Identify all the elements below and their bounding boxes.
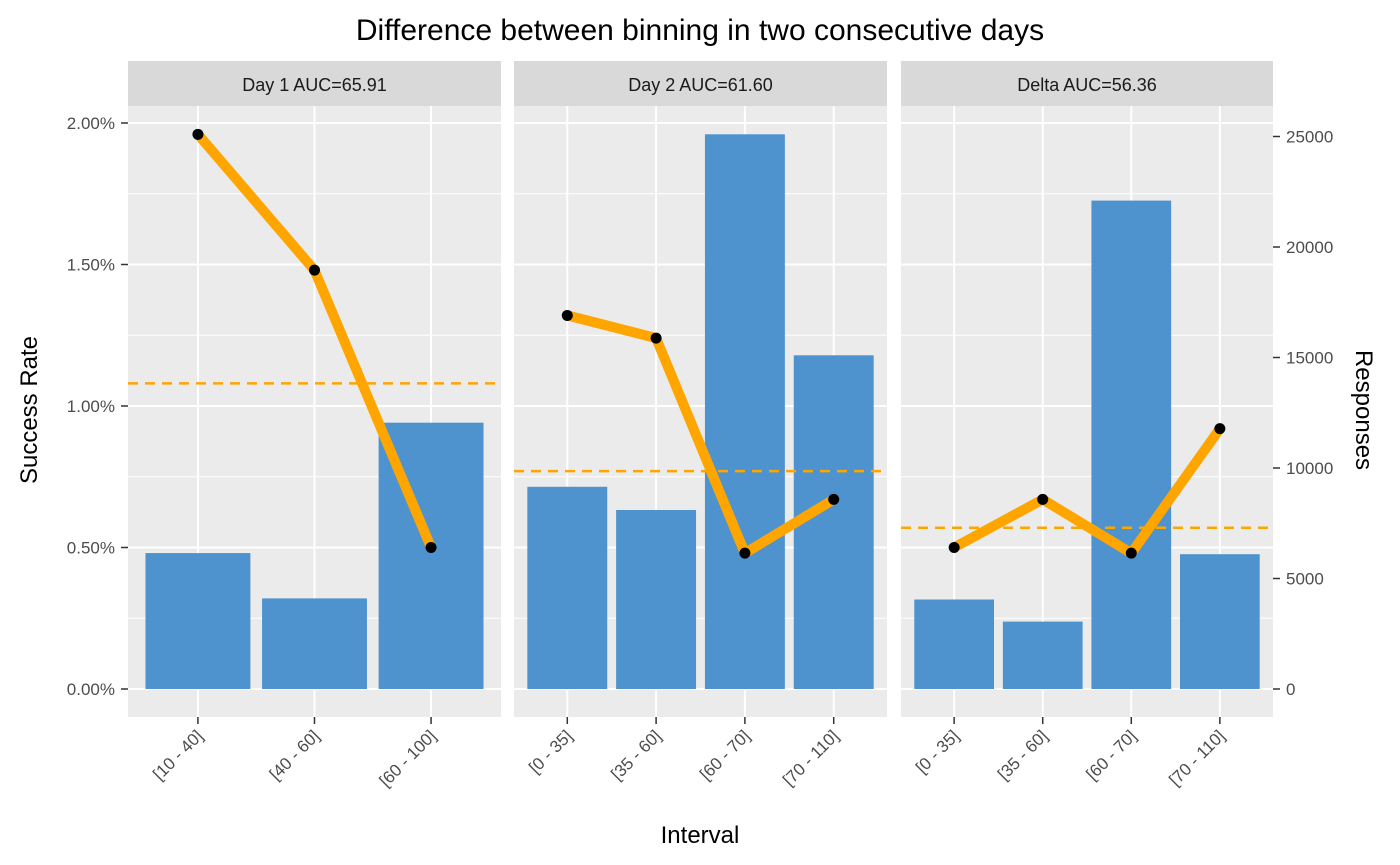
facet-panels: Day 1 AUC=65.91 [10 - 40] [40 - 60] [60 - 1…	[128, 61, 1273, 791]
success-rate-point	[192, 128, 204, 140]
success-rate-point	[1037, 493, 1049, 505]
left-tick-label: 0.50%	[67, 539, 115, 558]
panel-strip-label: Day 1 AUC=65.91	[242, 75, 387, 95]
x-tick-label: [60 - 100]	[376, 726, 440, 790]
x-tick-label: [0 - 35]	[912, 726, 963, 777]
success-rate-point	[948, 542, 960, 553]
x-tick-label: [60 - 70]	[696, 726, 754, 784]
panel-strip	[514, 61, 887, 106]
panel-strip	[128, 61, 501, 106]
response-bar	[1180, 554, 1260, 689]
panel-strip	[901, 61, 1273, 106]
response-bar	[616, 509, 697, 689]
panel-2: Day 2 AUC=61.60 [0 - 35] [35 - 60] [60 - 70…	[514, 61, 887, 790]
left-axis: 0.00% 0.50% 1.00% 1.50% 2.00%	[67, 114, 128, 699]
y-axis-title-right: Responses	[1350, 350, 1377, 470]
success-rate-line	[951, 425, 1224, 559]
x-tick-label: [70 - 110]	[1165, 726, 1228, 789]
right-tick-label: 10000	[1286, 459, 1333, 478]
response-bar	[527, 486, 608, 689]
response-bar	[1091, 200, 1172, 689]
success-rate-point	[561, 309, 573, 321]
success-rate-point	[650, 332, 662, 344]
x-tick-label: [35 - 60]	[607, 726, 665, 784]
x-tick-label: [0 - 35]	[525, 726, 576, 777]
x-axis-title: Interval	[661, 822, 740, 849]
right-tick-label: 20000	[1286, 238, 1333, 257]
response-bar	[793, 355, 874, 689]
right-tick-label: 0	[1286, 680, 1295, 699]
response-bar	[704, 134, 785, 690]
panel-strip-label: Day 2 AUC=61.60	[628, 75, 773, 95]
panel-3: Delta AUC=56.36 [0 - 35] [35 - 60] [60 - 70…	[901, 61, 1273, 790]
right-axis: 0 5000 10000 15000 20000 25000	[1273, 128, 1333, 699]
response-bar	[145, 553, 251, 689]
right-tick-label: 5000	[1286, 570, 1324, 589]
left-tick-label: 1.50%	[67, 256, 115, 275]
response-bar	[1002, 621, 1083, 689]
right-tick-label: 25000	[1286, 128, 1333, 147]
x-tick-label: [10 - 40]	[149, 726, 207, 784]
y-axis-title-left: Success Rate	[16, 336, 43, 484]
success-rate-point	[828, 493, 840, 505]
left-tick-label: 0.00%	[67, 680, 115, 699]
response-bar	[914, 599, 994, 689]
success-rate-point	[1125, 547, 1137, 559]
x-tick-label: [70 - 110]	[779, 726, 842, 789]
x-tick-label: [40 - 60]	[266, 726, 324, 784]
left-tick-label: 1.00%	[67, 397, 115, 416]
panel-1: Day 1 AUC=65.91 [10 - 40] [40 - 60] [60 - 1…	[128, 61, 501, 791]
panel-strip-label: Delta AUC=56.36	[1017, 75, 1157, 95]
success-rate-point	[425, 542, 437, 553]
success-rate-line	[566, 310, 837, 559]
response-bar	[262, 598, 367, 689]
x-tick-label: [60 - 70]	[1083, 726, 1141, 784]
x-tick-label: [35 - 60]	[994, 726, 1052, 784]
success-rate-point	[1214, 423, 1226, 435]
success-rate-point	[739, 547, 751, 559]
right-tick-label: 15000	[1286, 349, 1333, 368]
left-tick-label: 2.00%	[67, 114, 115, 133]
success-rate-point	[309, 264, 320, 276]
chart-title: Difference between binning in two consec…	[356, 14, 1044, 47]
